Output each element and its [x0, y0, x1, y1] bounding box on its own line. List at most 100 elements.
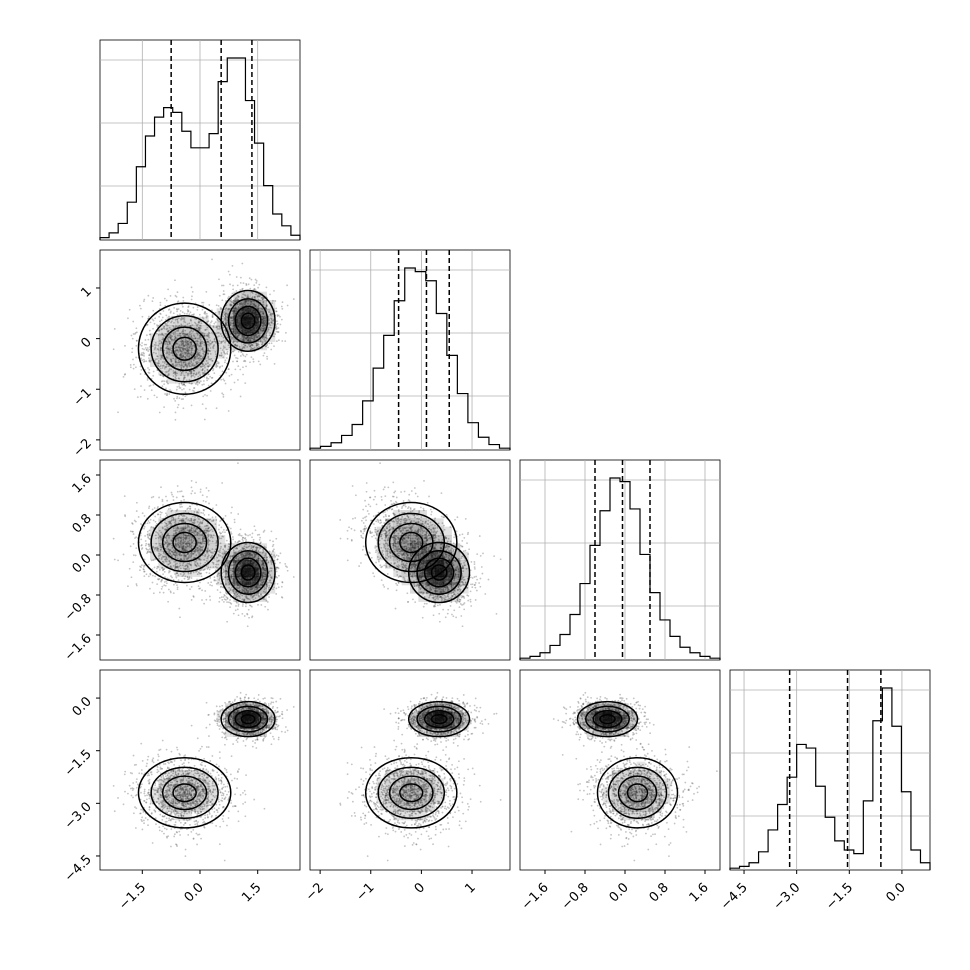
- sample-point: [203, 370, 206, 372]
- sample-point: [175, 553, 178, 556]
- sample-point: [175, 510, 178, 512]
- sample-point: [261, 298, 264, 301]
- sample-point: [237, 558, 240, 560]
- sample-point: [173, 518, 175, 521]
- sample-point: [214, 548, 217, 551]
- sample-point: [179, 361, 182, 364]
- sample-point: [245, 594, 248, 597]
- sample-point: [193, 369, 195, 372]
- sample-point: [267, 561, 270, 564]
- sample-point: [165, 394, 168, 396]
- sample-point: [191, 337, 194, 340]
- sample-point: [231, 319, 233, 322]
- sample-point: [169, 590, 172, 593]
- sample-point: [159, 364, 162, 367]
- sample-point: [179, 360, 182, 363]
- sample-point: [261, 576, 264, 579]
- sample-point: [195, 372, 198, 375]
- density-cell: [258, 300, 267, 309]
- sample-point: [168, 520, 171, 523]
- sample-point: [221, 349, 224, 351]
- sample-point: [224, 531, 226, 534]
- sample-point: [223, 552, 226, 555]
- sample-point: [231, 309, 234, 312]
- histogram-0: [99, 57, 301, 240]
- sample-point: [198, 548, 200, 551]
- sample-point: [218, 551, 221, 554]
- sample-point: [140, 344, 143, 347]
- sample-point: [192, 359, 195, 362]
- sample-point: [245, 301, 247, 303]
- sample-point: [269, 567, 272, 570]
- sample-point: [258, 585, 261, 587]
- sample-point: [167, 372, 170, 375]
- sample-point: [167, 542, 170, 545]
- sample-point: [194, 530, 197, 533]
- sample-point: [221, 531, 224, 533]
- sample-point: [175, 352, 178, 355]
- density-cell: [166, 366, 176, 376]
- sample-point: [228, 295, 230, 298]
- sample-point: [183, 514, 185, 517]
- sample-point: [229, 304, 232, 307]
- sample-point: [181, 505, 183, 508]
- sample-point: [166, 499, 169, 502]
- sample-point: [256, 342, 259, 345]
- sample-point: [206, 377, 208, 380]
- sample-point: [229, 303, 232, 306]
- sample-point: [207, 320, 210, 323]
- sample-point: [271, 302, 274, 305]
- sample-point: [201, 340, 204, 343]
- sample-point: [244, 591, 246, 594]
- sample-point: [177, 330, 179, 332]
- sample-point: [272, 320, 274, 322]
- sample-point: [261, 308, 264, 311]
- sample-point: [170, 360, 173, 363]
- sample-point: [258, 295, 261, 298]
- sample-point: [262, 575, 265, 578]
- sample-point: [160, 531, 163, 534]
- sample-point: [189, 563, 192, 566]
- sample-point: [176, 308, 179, 311]
- sample-point: [224, 359, 227, 362]
- sample-point: [252, 337, 255, 340]
- sample-point: [179, 490, 181, 493]
- sample-point: [183, 552, 186, 555]
- sample-point: [215, 519, 218, 521]
- sample-point: [156, 362, 159, 365]
- sample-point: [236, 360, 239, 363]
- sample-point: [242, 554, 245, 557]
- sample-point: [191, 490, 194, 492]
- sample-point: [248, 340, 251, 343]
- sample-point: [198, 313, 201, 316]
- sample-point: [160, 544, 162, 547]
- sample-point: [146, 550, 149, 553]
- sample-point: [184, 348, 187, 350]
- sample-point: [148, 507, 150, 509]
- density-cell: [200, 350, 209, 359]
- sample-point: [180, 519, 183, 522]
- sample-point: [267, 593, 270, 596]
- sample-point: [169, 311, 172, 314]
- sample-point: [268, 319, 270, 322]
- sample-point: [122, 375, 125, 378]
- sample-point: [206, 550, 209, 553]
- sample-point: [168, 326, 171, 329]
- sample-point: [174, 551, 177, 553]
- sample-point: [176, 301, 179, 304]
- sample-point: [210, 551, 213, 554]
- sample-point: [220, 308, 222, 311]
- sample-point: [268, 596, 270, 598]
- sample-point: [179, 573, 182, 575]
- density-cell: [266, 308, 276, 317]
- sample-point: [264, 336, 266, 339]
- sample-point: [199, 562, 202, 565]
- sample-point: [132, 358, 134, 361]
- sample-point: [179, 545, 181, 548]
- sample-point: [229, 527, 232, 530]
- sample-point: [256, 587, 259, 590]
- sample-point: [220, 582, 222, 585]
- sample-point: [214, 353, 217, 356]
- sample-point: [207, 349, 210, 352]
- sample-point: [176, 325, 179, 328]
